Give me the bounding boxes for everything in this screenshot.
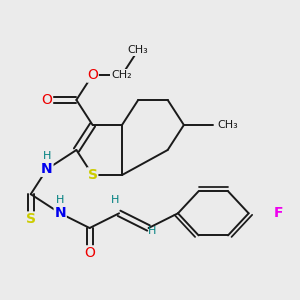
Text: F: F xyxy=(273,206,283,220)
Text: CH₂: CH₂ xyxy=(112,70,132,80)
Text: H: H xyxy=(111,195,120,205)
Text: O: O xyxy=(41,93,52,107)
Text: N: N xyxy=(41,162,53,176)
Text: O: O xyxy=(87,68,98,82)
Text: H: H xyxy=(56,195,64,205)
Text: S: S xyxy=(88,168,98,182)
Text: H: H xyxy=(43,151,51,161)
Text: O: O xyxy=(84,246,95,260)
Text: F: F xyxy=(273,206,283,220)
Text: N: N xyxy=(54,206,66,220)
Text: S: S xyxy=(26,212,36,226)
Text: CH₃: CH₃ xyxy=(128,45,148,55)
Text: CH₃: CH₃ xyxy=(218,120,238,130)
Text: H: H xyxy=(148,226,156,236)
